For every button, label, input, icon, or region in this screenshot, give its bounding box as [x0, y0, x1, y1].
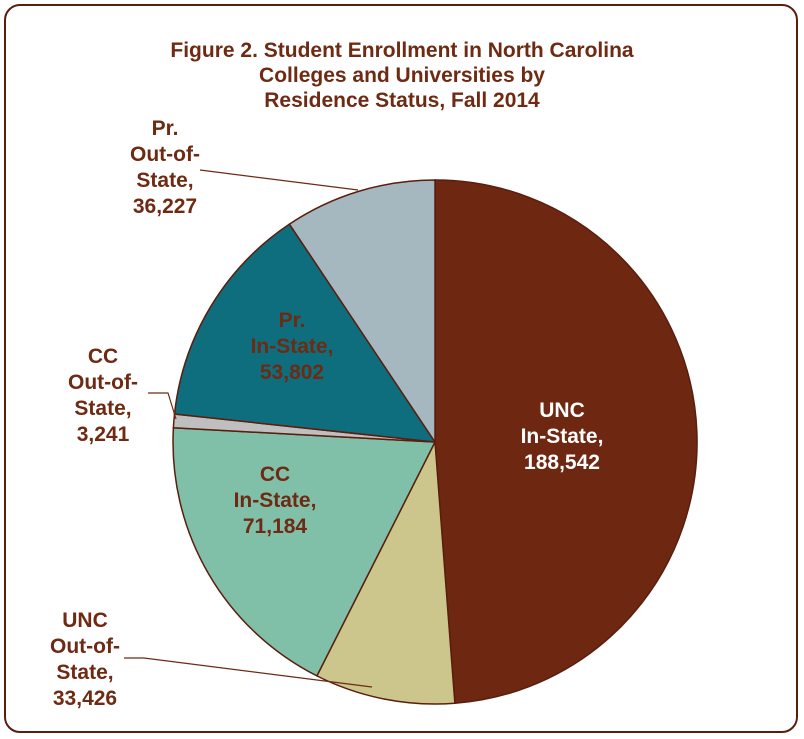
- pie-slice-unc-in-state: [434, 179, 698, 705]
- chart-title-line: Residence Status, Fall 2014: [264, 89, 540, 112]
- pie-slice-pr-in-state: [173, 223, 437, 443]
- leader-lines: [124, 169, 373, 688]
- slice-label-pr-in-state: Pr. In-State, 53,802: [250, 309, 334, 384]
- chart-title-line: Figure 2. Student Enrollment in North Ca…: [170, 39, 634, 62]
- pie-slices: [172, 179, 698, 705]
- slice-label-cc-out-of-state: CC Out-of- State, 3,241: [68, 345, 138, 446]
- slice-label-cc-in-state: CC In-State, 71,184: [233, 463, 317, 538]
- chart-title: Figure 2. Student Enrollment in North Ca…: [0, 38, 804, 113]
- slice-label-unc-out-of-state: UNC Out-of- State, 33,426: [50, 609, 120, 710]
- chart-title-line: Colleges and Universities by: [259, 64, 545, 87]
- pie-slice-cc-in-state: [172, 427, 437, 677]
- leader-line-pr-out-of-state: [199, 169, 359, 191]
- pie-slice-pr-out-of-state: [288, 179, 436, 445]
- slice-label-pr-out-of-state: Pr. Out-of- State, 36,227: [130, 117, 200, 218]
- slice-label-unc-in-state: UNC In-State, 188,542: [520, 399, 604, 474]
- pie-slice-unc-out-of-state: [315, 439, 456, 705]
- leader-line-unc-out-of-state: [124, 657, 373, 688]
- leader-line-cc-out-of-state: [148, 392, 177, 420]
